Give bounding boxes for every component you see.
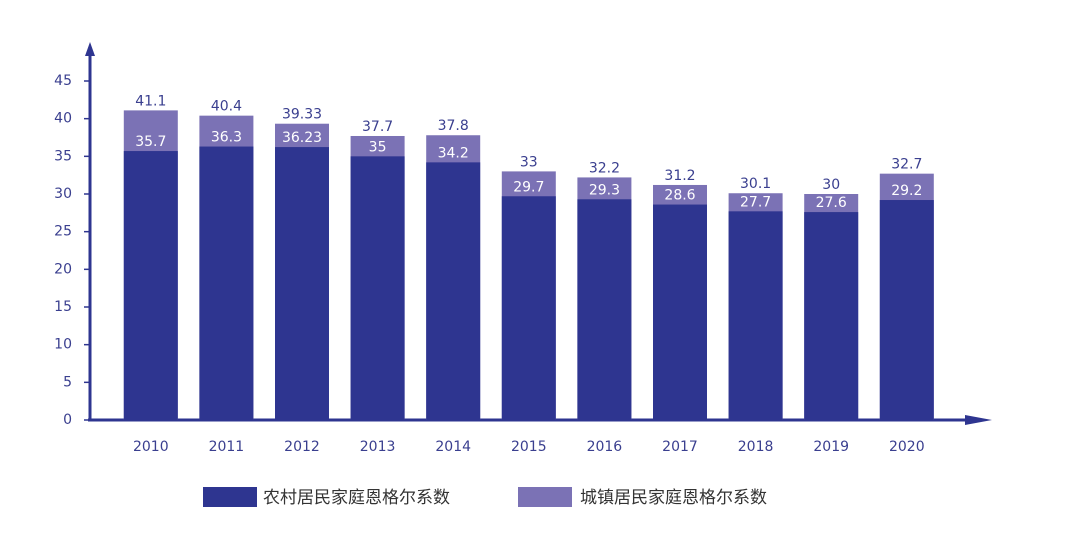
data-label: 34.2: [438, 145, 469, 161]
y-tick-label: 0: [63, 412, 72, 428]
data-label: 29.2: [891, 183, 922, 199]
data-label: 32.7: [891, 157, 922, 173]
data-label: 32.2: [589, 160, 620, 176]
x-tick-label: 2016: [587, 439, 623, 455]
x-tick-label: 2015: [511, 439, 547, 455]
x-tick-label: 2019: [813, 439, 849, 455]
y-tick-label: 40: [54, 111, 72, 127]
x-tick-label: 2012: [284, 439, 320, 455]
data-label: 27.7: [740, 194, 771, 210]
x-tick-label: 2010: [133, 439, 169, 455]
x-tick-label: 2018: [738, 439, 774, 455]
bar: [426, 162, 481, 421]
data-label: 41.1: [135, 93, 166, 109]
data-label: 33: [520, 154, 538, 170]
bar: [804, 212, 859, 420]
y-tick-label: 35: [54, 148, 72, 164]
data-label: 28.6: [664, 188, 695, 204]
bar: [123, 151, 178, 420]
x-tick-label: 2011: [209, 439, 245, 455]
bar: [879, 200, 934, 420]
y-tick-label: 10: [54, 337, 72, 353]
x-tick-label: 2013: [360, 439, 396, 455]
y-tick-label: 30: [54, 186, 72, 202]
x-tick-label: 2014: [435, 439, 471, 455]
y-tick-label: 20: [54, 261, 72, 277]
x-tick-label: 2020: [889, 439, 925, 455]
bar: [199, 146, 254, 421]
data-label: 39.33: [282, 107, 322, 123]
data-label: 29.3: [589, 182, 620, 198]
y-axis-arrow: [85, 42, 95, 56]
legend-label: 城镇居民家庭恩格尔系数: [580, 488, 767, 508]
data-label: 37.8: [438, 118, 469, 134]
y-tick-label: 15: [54, 299, 72, 315]
bar: [350, 156, 405, 421]
data-label: 29.7: [513, 179, 544, 195]
bar: [577, 199, 632, 420]
y-tick-label: 45: [54, 73, 72, 89]
data-label: 31.2: [664, 168, 695, 184]
legend-swatch: [203, 487, 257, 507]
data-label: 30: [822, 177, 840, 193]
bar: [501, 196, 556, 420]
x-tick-label: 2017: [662, 439, 698, 455]
data-label: 35.7: [135, 134, 166, 150]
data-label: 27.6: [816, 195, 847, 211]
legend-label: 农村居民家庭恩格尔系数: [263, 488, 450, 508]
data-label: 37.7: [362, 119, 393, 135]
bar: [653, 204, 707, 420]
y-tick-label: 25: [54, 224, 72, 240]
bar: [275, 147, 329, 421]
data-label: 36.3: [211, 130, 242, 146]
bar: [728, 211, 783, 420]
data-label: 36.23: [282, 130, 322, 146]
legend: 农村居民家庭恩格尔系数 城镇居民家庭恩格尔系数: [203, 487, 767, 508]
x-axis-arrow: [965, 415, 992, 425]
y-tick-label: 5: [63, 374, 72, 390]
data-label: 35: [369, 139, 387, 155]
legend-swatch: [518, 487, 572, 507]
data-label: 40.4: [211, 99, 242, 115]
data-label: 30.1: [740, 176, 771, 192]
